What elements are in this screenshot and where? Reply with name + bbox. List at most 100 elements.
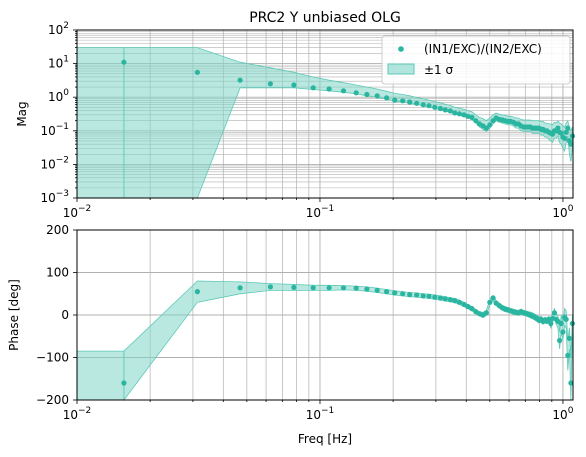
data-point [469,114,475,120]
data-point [461,301,467,307]
x-tick-label: 10−1 [306,406,335,422]
data-point [400,291,406,297]
y-tick-label: −100 [36,351,69,365]
y-tick-label: 0 [61,308,69,322]
data-point [483,310,489,316]
data-point [555,125,561,131]
data-point [340,285,347,291]
data-point [426,293,432,299]
magnitude-ylabel: Mag [15,101,29,126]
data-point [432,104,438,110]
data-point [566,335,573,341]
data-point [490,295,496,301]
data-point [558,320,564,327]
data-point [121,59,127,65]
data-point [432,294,438,300]
data-point [569,133,576,139]
data-point [562,135,568,141]
data-point [291,82,297,88]
data-point [465,113,471,119]
data-point [407,292,413,298]
data-point [384,95,390,101]
data-point [456,299,462,305]
legend-box [381,35,571,85]
legend-band-patch [387,63,415,75]
phase-ticks: 10−2 10−1 100 −200 −100 0 100 200 [36,223,574,422]
legend-label-ratio: (IN1/EXC)/(IN2/EXC) [424,42,542,56]
data-point [426,103,432,109]
data-point [437,295,443,301]
x-tick-label: 10−1 [306,204,335,220]
data-point [447,297,453,303]
data-point [487,122,493,128]
data-point [452,110,458,116]
data-point [548,320,554,327]
y-tick-label: −200 [36,393,69,407]
data-point [563,316,569,322]
data-point [483,125,489,131]
data-point [353,285,359,291]
legend: (IN1/EXC)/(IN2/EXC) ±1 σ [381,35,571,85]
data-point [487,299,493,305]
data-point [267,81,273,87]
data-point [469,306,475,312]
sigma-band-left [76,47,125,199]
data-point [456,111,462,117]
data-point [420,293,426,299]
data-point [353,90,359,96]
magnitude-series [121,59,576,147]
y-tick-label: 100 [46,266,69,280]
phase-series [121,284,576,386]
data-point [563,129,569,135]
x-tick-label: 10−2 [63,406,92,422]
sigma-band-left [76,350,125,401]
data-point [267,284,273,290]
x-axis-label: Freq [Hz] [298,432,352,446]
data-point [414,292,420,298]
data-point [291,284,297,290]
data-point [400,98,406,104]
data-point [465,303,471,310]
data-point [121,380,127,386]
data-point [452,298,458,304]
x-tick-label: 100 [552,406,573,422]
data-point [364,286,370,292]
data-point [461,112,467,118]
data-point [407,99,413,105]
phase-panel: 10−2 10−1 100 −200 −100 0 100 200 Phase [deg] [7,223,576,422]
data-point [420,102,426,108]
y-tick-label: 101 [48,55,69,71]
data-point [374,287,380,293]
legend-label-sigma: ±1 σ [424,63,454,77]
y-tick-label: 10−1 [40,122,69,138]
data-point [364,91,370,98]
data-point [437,105,443,112]
data-point [447,108,453,114]
data-point [442,296,448,302]
y-tick-label: 102 [48,21,69,37]
data-point [558,130,564,136]
data-point [310,285,316,291]
data-point [384,289,390,295]
data-point [340,88,347,94]
data-point [326,285,332,291]
data-point [557,337,563,344]
x-tick-label: 100 [552,204,573,220]
data-point [326,86,332,92]
data-point [392,97,398,103]
data-point [237,77,243,83]
data-point [194,289,200,295]
y-tick-label: 10−3 [40,189,69,205]
chart-title: PRC2 Y unbiased OLG [249,10,401,26]
data-point [568,380,574,386]
phase-ylabel: Phase [deg] [7,279,21,351]
data-point [442,107,448,113]
data-point [551,310,558,316]
y-tick-label: 200 [46,223,69,237]
legend-marker [398,46,404,52]
y-tick-label: 100 [48,88,69,104]
magnitude-axes-frame [76,29,574,199]
